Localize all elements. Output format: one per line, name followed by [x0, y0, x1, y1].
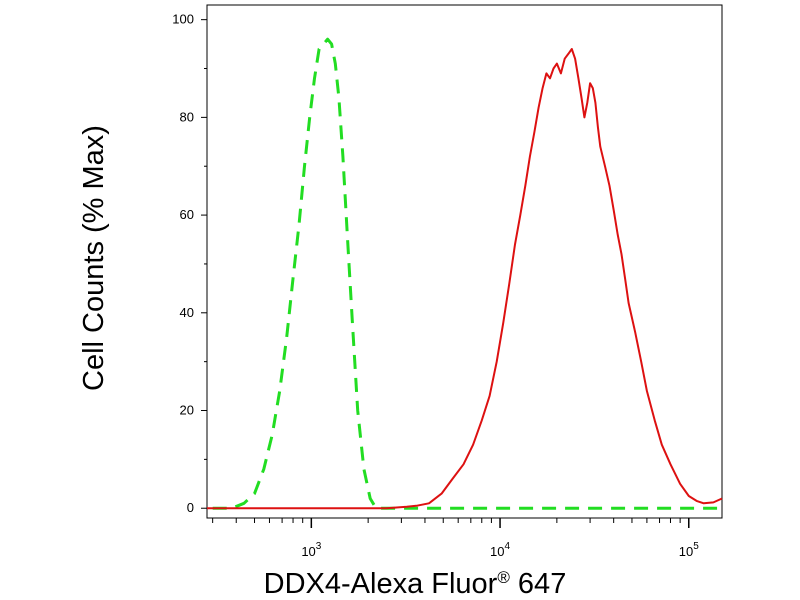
- x-tick-label-exponent: 5: [693, 541, 699, 552]
- x-tick-label-base: 10: [679, 544, 693, 559]
- x-tick-label-exponent: 3: [316, 541, 322, 552]
- x-tick-label: 105: [679, 541, 699, 559]
- x-axis-label-main: DDX4-Alexa Fluor: [264, 568, 498, 600]
- x-tick-label: 104: [490, 541, 510, 559]
- x-axis-label: DDX4-Alexa Fluor® 647: [264, 568, 567, 600]
- x-axis-label-suffix: 647: [510, 568, 566, 600]
- y-axis-label: Cell Counts (% Max): [78, 125, 110, 391]
- y-tick-label: 20: [180, 403, 194, 418]
- x-axis: 103 104 105: [212, 518, 699, 559]
- x-tick-label-base: 10: [301, 544, 315, 559]
- control-histogram-line: [212, 37, 722, 510]
- x-tick-label-base: 10: [490, 544, 504, 559]
- x-axis-label-mark: ®: [497, 568, 510, 587]
- y-axis: 0 20 40 60 80 100: [172, 12, 207, 515]
- plot-frame: [206, 4, 723, 519]
- x-tick-label: 103: [301, 541, 321, 559]
- y-tick-label: 100: [172, 12, 194, 27]
- x-tick-label-exponent: 4: [505, 541, 511, 552]
- y-tick-label: 80: [180, 109, 194, 124]
- y-tick-label: 40: [180, 305, 194, 320]
- sample-histogram-line: [207, 48, 723, 510]
- y-tick-label: 0: [187, 500, 194, 515]
- series-layer: [207, 37, 723, 510]
- y-tick-label: 60: [180, 207, 194, 222]
